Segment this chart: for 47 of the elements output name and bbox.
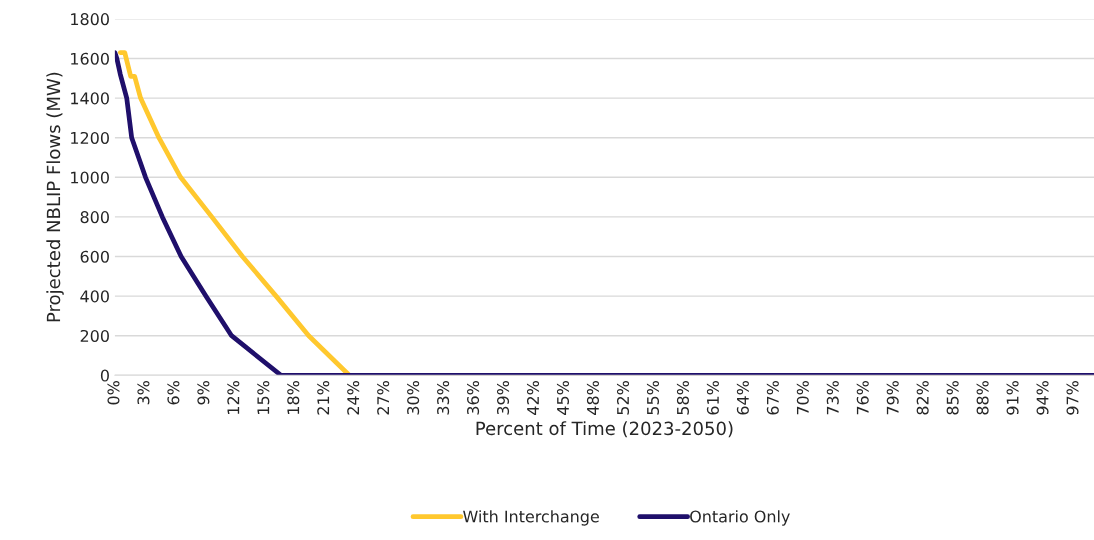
x-tick-label: 42% bbox=[526, 381, 540, 415]
x-tick-label: 58% bbox=[676, 381, 689, 415]
x-tick-label: 27% bbox=[377, 381, 390, 415]
x-tick-label: 18% bbox=[287, 381, 300, 414]
x-tick-label: 6% bbox=[167, 381, 180, 405]
x-tick-label: 36% bbox=[467, 381, 480, 415]
x-tick-label: 0% bbox=[107, 381, 120, 405]
x-tick-label: 91% bbox=[1006, 381, 1019, 415]
y-tick-label: 1600 bbox=[71, 52, 109, 65]
y-tick-label: 600 bbox=[80, 250, 109, 263]
y-tick-label: 200 bbox=[80, 329, 109, 342]
y-tick-label: 0 bbox=[100, 369, 109, 382]
x-tick-label: 64% bbox=[736, 381, 749, 415]
x-tick-label: 85% bbox=[946, 381, 959, 415]
y-axis-title: Projected NBLIP Flows (MW) bbox=[46, 72, 64, 322]
x-tick-label: 67% bbox=[766, 381, 779, 415]
x-tick-label: 48% bbox=[586, 381, 599, 415]
y-tick-label: 1400 bbox=[71, 92, 109, 105]
x-tick-label: 12% bbox=[227, 381, 240, 414]
x-tick-label: 52% bbox=[616, 381, 630, 415]
legend-label: Ontario Only bbox=[690, 510, 790, 526]
x-tick-label: 3% bbox=[137, 381, 150, 405]
x-axis-title: Percent of Time (2023-2050) bbox=[476, 421, 733, 438]
x-tick-label: 55% bbox=[646, 381, 660, 415]
x-tick-label: 15% bbox=[257, 381, 270, 414]
x-tick-label: 45% bbox=[556, 381, 570, 415]
x-tick-label: 61% bbox=[706, 381, 719, 415]
x-tick-label: 88% bbox=[976, 381, 989, 415]
x-tick-label: 97% bbox=[1066, 381, 1079, 415]
x-tick-label: 21% bbox=[317, 381, 330, 415]
x-tick-label: 39% bbox=[497, 381, 510, 415]
x-tick-label: 76% bbox=[856, 381, 869, 415]
x-tick-label: 79% bbox=[886, 381, 899, 415]
y-tick-label: 1200 bbox=[71, 131, 109, 144]
x-tick-label: 82% bbox=[916, 381, 929, 415]
x-tick-label: 94% bbox=[1036, 381, 1049, 415]
x-tick-label: 70% bbox=[796, 381, 809, 415]
x-tick-label: 24% bbox=[347, 381, 360, 415]
y-tick-label: 800 bbox=[80, 211, 109, 224]
y-tick-label: 1800 bbox=[71, 13, 109, 26]
x-tick-label: 30% bbox=[407, 381, 420, 415]
y-tick-label: 400 bbox=[80, 290, 109, 303]
x-tick-label: 33% bbox=[437, 381, 450, 415]
x-tick-label: 73% bbox=[826, 381, 839, 415]
y-tick-label: 1000 bbox=[71, 171, 109, 184]
x-tick-label: 9% bbox=[197, 381, 210, 405]
legend-label: With Interchange bbox=[463, 510, 599, 526]
